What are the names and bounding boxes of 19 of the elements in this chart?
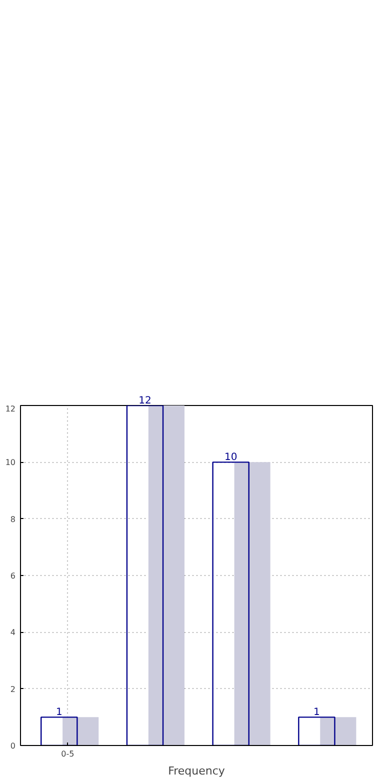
- y-tick-label: 10: [5, 458, 16, 468]
- x-axis-title: Frequency: [168, 764, 226, 778]
- bar: [234, 462, 270, 746]
- bar: [212, 462, 250, 746]
- data-label: 1: [56, 707, 62, 718]
- y-tick-label: 4: [10, 628, 16, 638]
- bar: [62, 717, 99, 746]
- y-tick-label: 0: [10, 742, 16, 750]
- y-tick-label: 12: [5, 404, 16, 414]
- data-label: 10: [224, 452, 238, 464]
- y-tick-label: 2: [10, 684, 16, 694]
- bar: [148, 406, 184, 746]
- bar: [320, 717, 356, 746]
- x-tick-label: 0-5: [61, 750, 74, 758]
- y-tick-label: 8: [10, 514, 16, 524]
- y-tick-label: 6: [10, 572, 16, 580]
- data-label: 12: [138, 396, 152, 406]
- data-label: 1: [314, 707, 320, 718]
- bar: [126, 406, 164, 746]
